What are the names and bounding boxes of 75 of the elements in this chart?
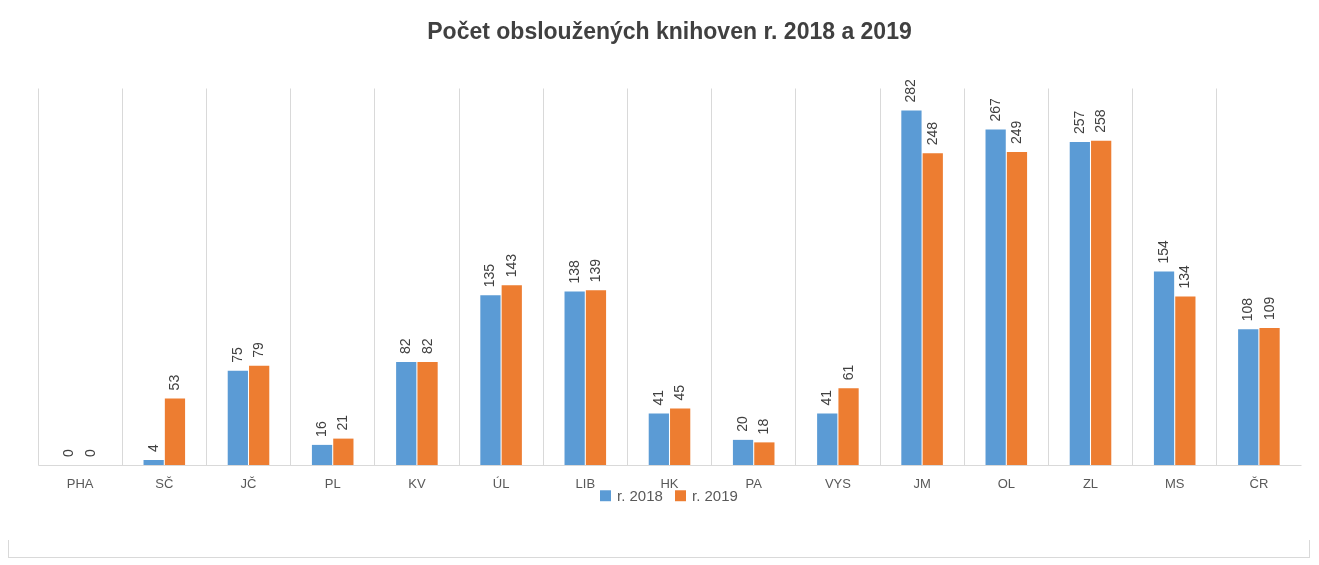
bar — [1238, 329, 1259, 465]
bar — [1259, 328, 1280, 465]
bar — [501, 285, 522, 465]
data-label: 41 — [649, 389, 666, 406]
data-label: 139 — [586, 258, 603, 283]
x-tick-label: ZL — [1082, 475, 1099, 491]
data-label: 79 — [250, 341, 267, 358]
bar — [249, 365, 270, 465]
data-label: 135 — [481, 263, 498, 288]
x-tick-label: JM — [913, 475, 931, 491]
bar — [1006, 152, 1028, 465]
data-label: 258 — [1092, 109, 1109, 133]
x-tick-label: SČ — [155, 475, 174, 491]
data-label: 18 — [755, 418, 772, 435]
data-label: 16 — [313, 421, 330, 437]
x-tick-label: OL — [997, 475, 1015, 491]
bar — [648, 413, 669, 465]
bar — [480, 295, 501, 465]
data-label: 282 — [902, 79, 919, 103]
data-label: 154 — [1155, 239, 1172, 264]
data-label: 0 — [81, 449, 98, 457]
bar — [164, 398, 186, 465]
bar — [227, 370, 248, 465]
chart-title: Počet obsloužených knihoven r. 2018 a 2019 — [427, 18, 912, 45]
bar — [838, 388, 859, 465]
x-tick-label: PL — [324, 475, 341, 491]
data-label: 109 — [1260, 296, 1277, 321]
x-tick-label: PA — [745, 475, 763, 491]
data-label: 41 — [818, 389, 835, 406]
bar — [901, 110, 922, 465]
bar — [585, 290, 607, 465]
x-tick-label: KV — [408, 475, 426, 491]
bar — [732, 439, 754, 465]
bar — [1091, 140, 1112, 465]
bar — [143, 459, 164, 465]
bar — [670, 408, 691, 465]
data-label: 4 — [144, 443, 161, 452]
bar — [1069, 142, 1090, 465]
data-label: 138 — [565, 260, 582, 284]
legend-label: r. 2019 — [692, 486, 738, 504]
data-label: 249 — [1007, 120, 1024, 145]
x-tick-label: PHA — [66, 475, 94, 491]
x-tick-label: HK — [660, 475, 679, 491]
x-tick-label: ÚL — [492, 475, 510, 491]
bar — [333, 438, 354, 465]
x-tick-label: JČ — [240, 475, 257, 491]
data-label: 143 — [502, 253, 519, 278]
bar — [564, 291, 585, 465]
x-tick-label: VYS — [824, 475, 852, 491]
data-label: 267 — [986, 97, 1003, 122]
data-label: 82 — [418, 338, 435, 354]
bar — [396, 361, 417, 465]
bar — [1175, 296, 1196, 465]
data-label: 257 — [1070, 110, 1087, 135]
data-label: 45 — [671, 384, 688, 401]
bar — [311, 444, 333, 465]
data-label: 134 — [1176, 265, 1193, 289]
x-tick-label: ČR — [1249, 475, 1269, 491]
bar — [985, 129, 1006, 465]
bar — [817, 413, 838, 465]
x-tick-label: LIB — [575, 475, 596, 491]
bar — [1153, 271, 1175, 465]
bar — [754, 442, 775, 465]
data-label: 53 — [165, 374, 182, 391]
data-label: 61 — [839, 364, 856, 381]
data-label: 82 — [397, 338, 414, 354]
data-label: 20 — [734, 416, 751, 432]
data-label: 75 — [228, 346, 245, 363]
data-label: 248 — [923, 121, 940, 146]
bar — [417, 361, 438, 465]
data-label: 108 — [1239, 297, 1256, 322]
bar — [922, 153, 943, 465]
data-label: 0 — [60, 449, 77, 457]
data-label: 21 — [334, 414, 351, 431]
x-tick-label: MS — [1164, 475, 1185, 491]
